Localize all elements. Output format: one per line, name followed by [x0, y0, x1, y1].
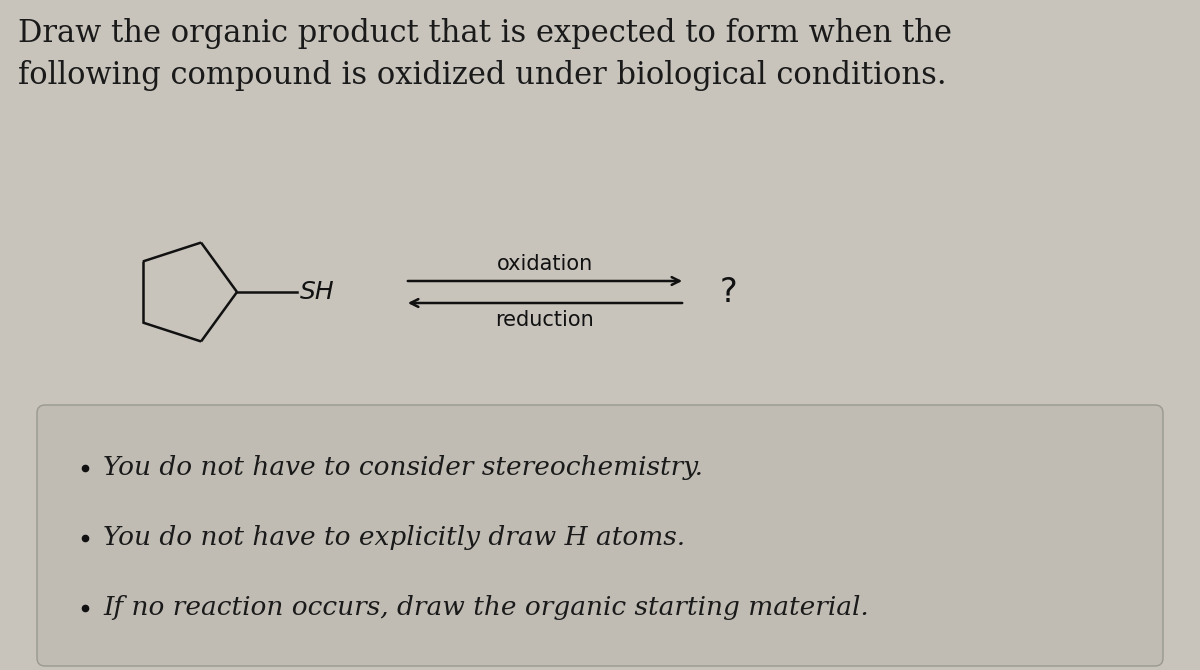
Text: reduction: reduction: [496, 310, 594, 330]
Text: following compound is oxidized under biological conditions.: following compound is oxidized under bio…: [18, 60, 947, 91]
FancyBboxPatch shape: [37, 405, 1163, 666]
Text: SH: SH: [300, 280, 335, 304]
Text: If no reaction occurs, draw the organic starting material.: If no reaction occurs, draw the organic …: [103, 596, 869, 620]
Text: Draw the organic product that is expected to form when the: Draw the organic product that is expecte…: [18, 18, 952, 49]
Text: ?: ?: [720, 275, 738, 308]
Text: You do not have to explicitly draw H atoms.: You do not have to explicitly draw H ato…: [103, 525, 685, 551]
Text: You do not have to consider stereochemistry.: You do not have to consider stereochemis…: [103, 456, 703, 480]
Text: oxidation: oxidation: [497, 254, 593, 274]
